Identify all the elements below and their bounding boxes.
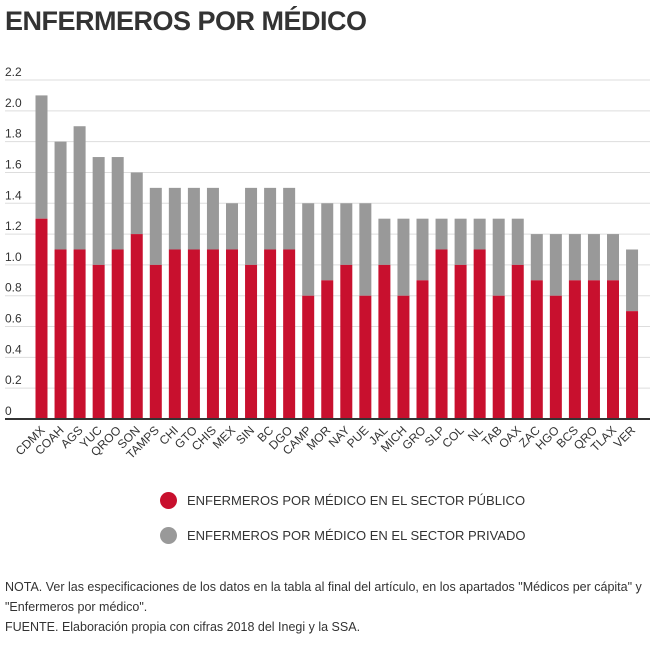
bar-private	[607, 234, 619, 281]
bar-public	[54, 249, 67, 419]
bar-public	[549, 295, 562, 419]
bar-private	[340, 203, 353, 265]
legend-public-label: ENFERMEROS POR MÉDICO EN EL SECTOR PÚBLI…	[187, 493, 526, 508]
stacked-bar-chart: 00.20.40.60.81.01.21.41.61.82.02.2CDMXCO…	[5, 65, 650, 462]
bar-public	[454, 264, 467, 419]
bar-private	[587, 234, 600, 281]
chart-title: ENFERMEROS POR MÉDICO	[5, 6, 367, 36]
bar-private	[321, 203, 334, 281]
bar-private	[435, 218, 448, 250]
bar-private	[283, 187, 296, 250]
y-tick-label: 1.4	[5, 188, 22, 202]
bar-private	[511, 218, 524, 265]
bar-public	[435, 249, 448, 419]
bar-public	[530, 280, 543, 419]
bar-public	[130, 234, 143, 419]
bar-public	[206, 249, 219, 419]
bar-public	[92, 264, 105, 419]
bar-public	[340, 264, 353, 419]
y-tick-label: 2.0	[5, 96, 22, 110]
bar-public	[607, 280, 619, 419]
y-tick-label: 0.4	[5, 342, 22, 356]
x-tick-label: VER	[611, 423, 639, 451]
bar-private	[168, 187, 181, 250]
bar-private	[530, 234, 543, 281]
bar-public	[321, 280, 334, 419]
legend-item-public: ENFERMEROS POR MÉDICO EN EL SECTOR PÚBLI…	[160, 492, 525, 509]
y-tick-label: 0	[5, 404, 12, 418]
y-tick-label: 1.0	[5, 250, 22, 264]
bar-private	[473, 218, 486, 250]
bar-private	[130, 172, 143, 235]
bar-private	[302, 203, 315, 296]
bar-private	[149, 187, 162, 265]
bar-public	[168, 249, 181, 419]
bar-public	[511, 264, 524, 419]
bar-private	[73, 126, 86, 250]
legend-private-swatch	[160, 527, 177, 544]
bar-public	[492, 295, 505, 419]
bar-private	[454, 218, 467, 265]
bar-public	[245, 264, 258, 419]
legend-public-swatch	[160, 492, 177, 509]
bar-private	[111, 157, 124, 250]
bar-private	[492, 218, 505, 296]
y-tick-label: 1.2	[5, 219, 22, 233]
source-text: FUENTE. Elaboración propia con cifras 20…	[5, 620, 361, 634]
bar-public	[473, 249, 486, 419]
bar-private	[92, 157, 105, 265]
bar-private	[378, 218, 391, 265]
bar-public	[302, 295, 315, 419]
y-tick-label: 0.8	[5, 281, 22, 295]
footnotes: NOTA. Ver las especificaciones de los da…	[5, 577, 660, 637]
bar-public	[149, 264, 162, 419]
bar-public	[111, 249, 124, 419]
bar-private	[206, 187, 219, 250]
y-tick-label: 1.8	[5, 127, 22, 141]
bar-private	[626, 249, 639, 312]
bar-public	[35, 218, 48, 419]
bar-public	[378, 264, 391, 419]
y-tick-label: 2.2	[5, 65, 22, 79]
x-tick-label: COL	[439, 423, 467, 451]
bar-private	[416, 218, 429, 281]
y-tick-label: 0.2	[5, 373, 22, 387]
bar-private	[245, 187, 258, 265]
bar-public	[416, 280, 429, 419]
bar-public	[568, 280, 581, 419]
bar-public	[397, 295, 410, 419]
note-text: NOTA. Ver las especificaciones de los da…	[5, 580, 642, 614]
y-tick-label: 1.6	[5, 157, 22, 171]
bar-public	[359, 295, 372, 419]
bar-private	[397, 218, 410, 296]
bar-private	[226, 203, 238, 250]
y-tick-label: 0.6	[5, 312, 22, 326]
bar-private	[549, 234, 562, 296]
bar-public	[187, 249, 200, 419]
bar-private	[54, 141, 67, 250]
bar-public	[626, 311, 639, 419]
bar-private	[35, 95, 48, 219]
bar-private	[187, 187, 200, 250]
bar-private	[568, 234, 581, 281]
bar-public	[283, 249, 296, 419]
bar-public	[587, 280, 600, 419]
legend-private-label: ENFERMEROS POR MÉDICO EN EL SECTOR PRIVA…	[187, 528, 526, 543]
bar-public	[264, 249, 277, 419]
bar-public	[226, 249, 238, 419]
legend-item-private: ENFERMEROS POR MÉDICO EN EL SECTOR PRIVA…	[160, 527, 526, 544]
bar-public	[73, 249, 86, 419]
bar-private	[264, 187, 277, 250]
bar-private	[359, 203, 372, 296]
